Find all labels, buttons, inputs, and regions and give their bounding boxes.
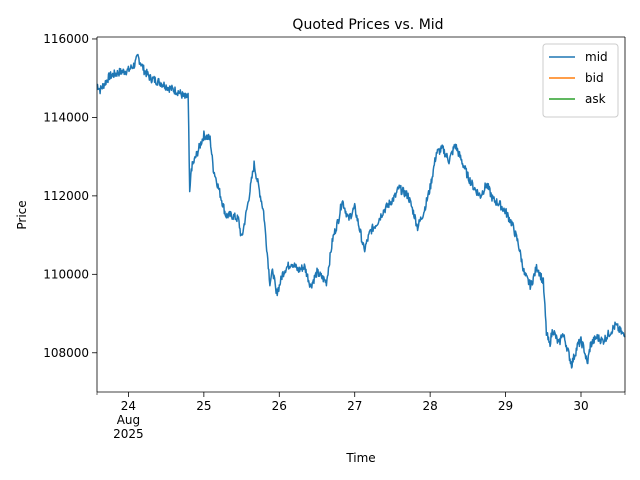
x-tick-label: 29 — [498, 399, 513, 413]
legend-label-ask: ask — [585, 92, 606, 106]
x-tick-label: 28 — [423, 399, 438, 413]
x-tick-label: 24 — [121, 399, 136, 413]
series-line-mid — [96, 53, 626, 369]
legend-label-bid: bid — [585, 71, 604, 85]
x-tick-label: 25 — [196, 399, 211, 413]
y-tick-label: 108000 — [43, 346, 89, 360]
legend-label-mid: mid — [585, 50, 608, 64]
x-axis-label: Time — [345, 451, 375, 465]
y-tick-label: 114000 — [43, 110, 89, 124]
axes-frame — [96, 36, 626, 393]
x-tick-label: Aug — [117, 413, 140, 427]
series-layer — [96, 53, 626, 369]
x-tick-label: 2025 — [113, 427, 144, 441]
x-tick-label: 30 — [573, 399, 588, 413]
legend: mid bid ask — [542, 43, 619, 118]
x-tick-label: 27 — [347, 399, 362, 413]
chart-title: Quoted Prices vs. Mid — [292, 17, 443, 33]
y-tick-label: 116000 — [43, 32, 89, 46]
y-tick-label: 110000 — [43, 267, 89, 281]
y-axis-ticks: 108000 110000 112000 114000 116000 — [43, 32, 97, 360]
y-axis-label: Price — [15, 200, 29, 229]
x-tick-label: 26 — [272, 399, 287, 413]
y-tick-label: 112000 — [43, 189, 89, 203]
